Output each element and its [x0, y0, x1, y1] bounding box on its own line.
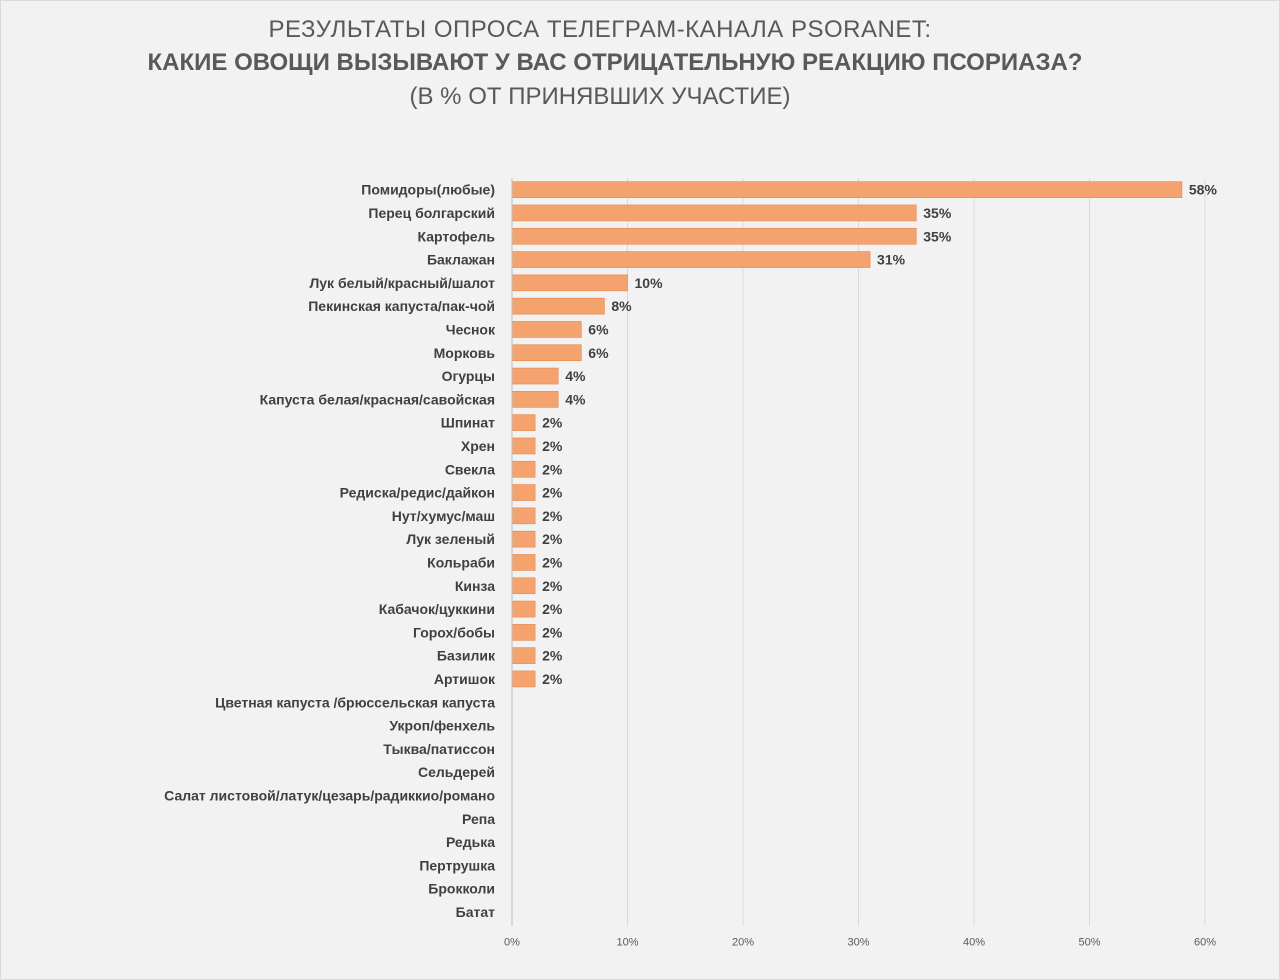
- title-line-3: (В % ОТ ПРИНЯВШИХ УЧАСТИЕ): [409, 83, 791, 110]
- category-label: Картофель: [418, 228, 496, 244]
- value-label: 2%: [542, 578, 563, 594]
- bar: [511, 227, 917, 245]
- bar: [511, 251, 871, 268]
- value-label: 2%: [542, 461, 563, 477]
- category-label: Кольраби: [427, 554, 495, 570]
- bar: [511, 414, 536, 431]
- category-label: Огурцы: [442, 368, 495, 384]
- bar: [511, 670, 536, 688]
- bar: [511, 484, 536, 501]
- bar: [511, 391, 559, 408]
- bar: [511, 181, 1183, 198]
- category-label: Хрен: [461, 438, 495, 454]
- value-label: 35%: [923, 228, 952, 244]
- category-label: Редька: [446, 834, 495, 850]
- x-tick-label: 40%: [963, 937, 985, 949]
- bar: [511, 321, 582, 338]
- value-label: 6%: [588, 345, 609, 361]
- category-label: Репа: [462, 811, 495, 827]
- bar: [511, 344, 582, 362]
- value-label: 31%: [877, 252, 906, 268]
- category-label: Батат: [456, 904, 495, 920]
- x-tick-label: 60%: [1194, 937, 1216, 949]
- category-label: Базилик: [437, 648, 496, 664]
- category-label: Лук белый/красный/шалот: [309, 275, 495, 291]
- value-label: 35%: [923, 205, 952, 221]
- x-tick-label: 0%: [504, 937, 520, 949]
- bar: [511, 437, 536, 455]
- value-label: 2%: [542, 554, 563, 570]
- bar: [511, 274, 628, 292]
- bar: [511, 577, 536, 595]
- bar: [511, 204, 917, 222]
- category-label: Свекла: [445, 461, 495, 477]
- value-label: 4%: [565, 368, 586, 384]
- category-label: Нут/хумус/маш: [392, 508, 495, 524]
- value-label: 2%: [542, 531, 563, 547]
- category-label: Сельдерей: [418, 764, 495, 780]
- value-label: 58%: [1189, 182, 1218, 198]
- category-label: Салат листовой/латук/цезарь/радиккио/ром…: [164, 787, 495, 803]
- value-label: 2%: [542, 624, 563, 640]
- bar: [511, 530, 536, 548]
- category-label: Горох/бобы: [413, 624, 495, 640]
- title-line-2: КАКИЕ ОВОЩИ ВЫЗЫВАЮТ У ВАС ОТРИЦАТЕЛЬНУЮ…: [147, 49, 1083, 76]
- chart-title: РЕЗУЛЬТАТЫ ОПРОСА ТЕЛЕГРАМ-КАНАЛА PSORAN…: [0, 14, 1280, 114]
- x-tick-label: 50%: [1078, 937, 1100, 949]
- category-label: Брокколи: [428, 881, 495, 897]
- category-label: Пертрушка: [419, 857, 495, 873]
- category-label: Укроп/фенхель: [389, 718, 495, 734]
- x-tick-label: 20%: [732, 937, 754, 949]
- x-tick-label: 10%: [616, 937, 638, 949]
- bar: [511, 554, 536, 571]
- title-line-1: РЕЗУЛЬТАТЫ ОПРОСА ТЕЛЕГРАМ-КАНАЛА PSORAN…: [268, 16, 932, 43]
- bar: [511, 507, 536, 525]
- value-label: 2%: [542, 648, 563, 664]
- value-label: 8%: [611, 298, 632, 314]
- bar: [511, 460, 536, 478]
- value-label: 2%: [542, 601, 563, 617]
- x-tick-label: 30%: [847, 937, 869, 949]
- value-label: 4%: [565, 391, 586, 407]
- category-label: Шпинат: [441, 415, 495, 431]
- category-label: Помидоры(любые): [361, 182, 495, 198]
- category-label: Лук зеленый: [406, 531, 495, 547]
- value-label: 2%: [542, 415, 563, 431]
- category-label: Перец болгарский: [368, 205, 495, 221]
- value-label: 2%: [542, 671, 563, 687]
- value-label: 6%: [588, 321, 609, 337]
- category-label: Пекинская капуста/пак-чой: [308, 298, 495, 314]
- category-label: Кинза: [455, 578, 495, 594]
- category-label: Цветная капуста /брюссельская капуста: [215, 694, 495, 710]
- bar: [511, 647, 536, 664]
- value-label: 2%: [542, 508, 563, 524]
- category-label: Морковь: [434, 345, 496, 361]
- category-label: Кабачок/цуккини: [379, 601, 495, 617]
- category-label: Артишок: [434, 671, 496, 687]
- value-label: 10%: [635, 275, 664, 291]
- value-label: 2%: [542, 438, 563, 454]
- category-label: Капуста белая/красная/савойская: [260, 391, 495, 407]
- bar: [511, 624, 536, 641]
- bar: [511, 297, 605, 315]
- bar: [511, 367, 559, 385]
- bar: [511, 600, 536, 618]
- category-label: Тыква/патиссон: [383, 741, 495, 757]
- category-label: Баклажан: [427, 252, 495, 268]
- category-label: Чеснок: [446, 321, 496, 337]
- category-label: Редиска/редис/дайкон: [340, 485, 495, 501]
- value-label: 2%: [542, 485, 563, 501]
